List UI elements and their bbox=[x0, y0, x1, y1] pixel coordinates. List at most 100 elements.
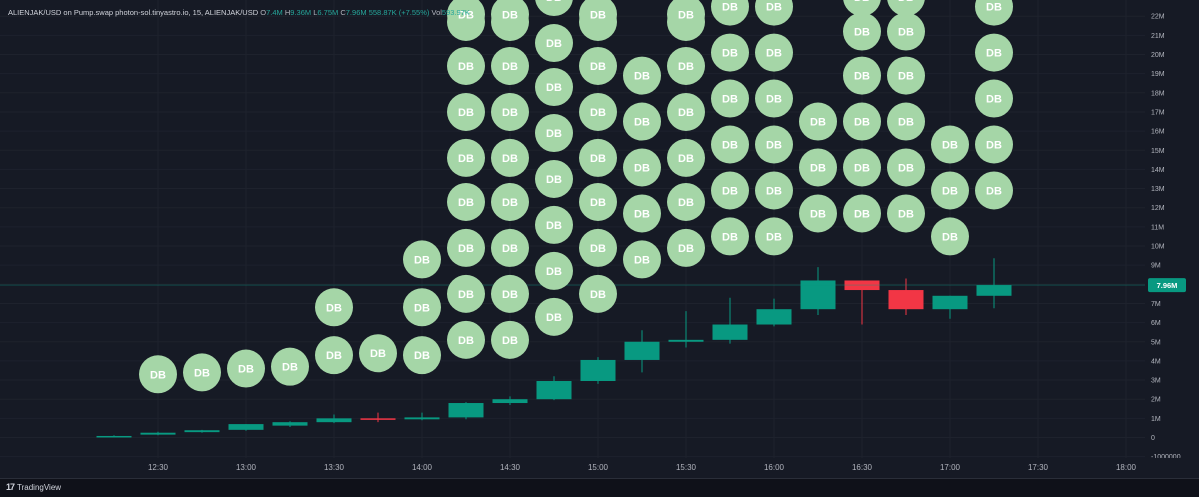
db-marker-label: DB bbox=[898, 117, 914, 129]
x-tick-label: 16:30 bbox=[852, 463, 873, 472]
db-marker bbox=[535, 251, 573, 290]
db-marker bbox=[271, 347, 309, 386]
db-marker bbox=[315, 288, 353, 327]
db-marker-label: DB bbox=[546, 174, 562, 186]
db-marker bbox=[535, 205, 573, 244]
price-axis[interactable]: 22M 21M 20M 19M 18M 17M 16M 15M 14M 13M 12M 11M 10M 9… bbox=[1145, 0, 1199, 458]
db-marker bbox=[975, 79, 1013, 118]
db-marker-label: DB bbox=[502, 335, 518, 347]
db-marker-label: DB bbox=[766, 2, 782, 14]
db-marker bbox=[315, 336, 353, 375]
db-marker bbox=[535, 0, 573, 17]
db-marker bbox=[447, 228, 485, 267]
x-tick-label: 18:00 bbox=[1116, 463, 1137, 472]
candle-body bbox=[976, 285, 1012, 296]
high-value: 9.36M bbox=[290, 8, 312, 17]
db-marker-label: DB bbox=[238, 364, 254, 376]
db-marker-label: DB bbox=[854, 0, 870, 4]
db-marker bbox=[447, 0, 485, 34]
db-marker bbox=[799, 194, 837, 233]
time-axis[interactable]: 12:30 13:00 13:30 14:00 14:30 15:00 15:30 16:00… bbox=[0, 458, 1145, 478]
candle-body bbox=[668, 339, 704, 342]
db-marker bbox=[799, 102, 837, 141]
db-marker bbox=[491, 182, 529, 221]
db-marker-label: DB bbox=[414, 254, 430, 266]
db-marker bbox=[843, 148, 881, 187]
candle-body bbox=[140, 432, 176, 435]
db-marker-label: DB bbox=[282, 362, 298, 374]
x-tick-label: 12:30 bbox=[148, 463, 169, 472]
change-value: 558.87K (+7.55%) bbox=[368, 8, 430, 17]
candle-body bbox=[536, 381, 572, 400]
db-marker bbox=[887, 56, 925, 95]
db-marker-label: DB bbox=[414, 350, 430, 362]
db-marker bbox=[623, 148, 661, 187]
close-value: 7.96M bbox=[345, 8, 367, 17]
db-marker-label: DB bbox=[590, 9, 606, 21]
footer-bar: 17 TradingView bbox=[0, 478, 1199, 497]
db-marker-label: DB bbox=[766, 94, 782, 106]
y-tick-label: 19M bbox=[1151, 71, 1165, 78]
x-tick-label: 14:30 bbox=[500, 463, 521, 472]
db-marker-label: DB bbox=[634, 71, 650, 83]
db-marker bbox=[755, 217, 793, 256]
db-marker-label: DB bbox=[458, 335, 474, 347]
tradingview-brand[interactable]: 17 TradingView bbox=[6, 482, 61, 492]
db-marker-label: DB bbox=[458, 153, 474, 165]
db-marker-label: DB bbox=[898, 27, 914, 39]
db-marker-label: DB bbox=[678, 197, 694, 209]
y-tick-label: 12M bbox=[1151, 205, 1165, 212]
db-marker bbox=[491, 320, 529, 359]
brand-name: TradingView bbox=[17, 482, 62, 492]
db-marker-label: DB bbox=[766, 48, 782, 60]
db-marker-label: DB bbox=[546, 220, 562, 232]
db-marker-label: DB bbox=[326, 350, 342, 362]
db-marker-label: DB bbox=[986, 48, 1002, 60]
db-marker bbox=[579, 274, 617, 313]
db-marker-label: DB bbox=[766, 231, 782, 243]
db-marker bbox=[755, 33, 793, 72]
db-marker bbox=[579, 228, 617, 267]
db-marker bbox=[535, 68, 573, 107]
db-marker bbox=[667, 228, 705, 267]
db-marker-label: DB bbox=[546, 38, 562, 50]
x-tick-label: 17:30 bbox=[1028, 463, 1049, 472]
y-tick-label: 22M bbox=[1151, 14, 1165, 21]
symbol-title: ALIENJAK/USD on Pump.swap photon-sol.tin… bbox=[8, 8, 259, 17]
db-marker-label: DB bbox=[414, 302, 430, 314]
db-marker-label: DB bbox=[590, 197, 606, 209]
db-marker-label: DB bbox=[854, 162, 870, 174]
db-marker bbox=[403, 288, 441, 327]
candle-body bbox=[316, 418, 352, 423]
db-marker bbox=[711, 171, 749, 210]
db-marker bbox=[535, 297, 573, 336]
db-marker bbox=[491, 138, 529, 177]
price-chart[interactable]: DB DB DB DB DB DB DB DB DB DB DB DB DB DB DB DB DB DB DB DB… bbox=[0, 0, 1145, 458]
candle-body bbox=[888, 290, 924, 310]
db-marker-label: DB bbox=[678, 107, 694, 119]
db-marker-label: DB bbox=[458, 289, 474, 301]
y-tick-label: 0 bbox=[1151, 435, 1155, 442]
db-marker-label: DB bbox=[546, 312, 562, 324]
symbol-legend: ALIENJAK/USD on Pump.swap photon-sol.tin… bbox=[8, 8, 470, 17]
db-marker-label: DB bbox=[678, 153, 694, 165]
candle-body bbox=[492, 399, 528, 404]
db-marker-label: DB bbox=[678, 9, 694, 21]
db-marker-label: DB bbox=[986, 185, 1002, 197]
y-tick-label: 6M bbox=[1151, 320, 1161, 327]
chart-area[interactable]: DB DB DB DB DB DB DB DB DB DB DB DB DB DB DB DB DB DB DB DB… bbox=[0, 0, 1145, 458]
y-tick-label: 9M bbox=[1151, 263, 1161, 270]
db-marker bbox=[579, 92, 617, 131]
db-marker bbox=[711, 79, 749, 118]
db-marker bbox=[975, 171, 1013, 210]
db-marker-label: DB bbox=[678, 61, 694, 73]
db-marker bbox=[931, 217, 969, 256]
y-tick-label: 7M bbox=[1151, 301, 1161, 308]
db-marker bbox=[579, 46, 617, 85]
db-marker bbox=[887, 0, 925, 17]
db-marker bbox=[535, 159, 573, 198]
db-marker bbox=[491, 228, 529, 267]
db-marker-label: DB bbox=[590, 289, 606, 301]
db-marker-label: DB bbox=[634, 254, 650, 266]
candle-body bbox=[96, 435, 132, 438]
